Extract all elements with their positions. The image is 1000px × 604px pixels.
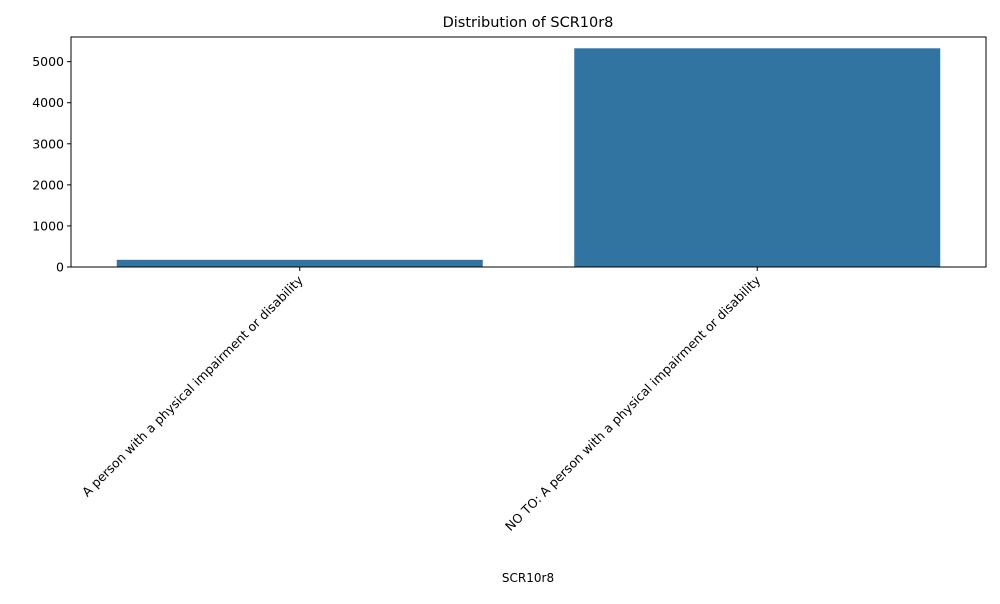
x-tick-label: NO TO: A person with a physical impairme… bbox=[502, 272, 764, 534]
y-tick-label: 3000 bbox=[32, 136, 64, 151]
bar bbox=[116, 259, 483, 267]
y-tick-label: 5000 bbox=[32, 54, 64, 69]
x-tick-label: A person with a physical impairment or d… bbox=[79, 272, 306, 499]
x-axis-label: SCR10r8 bbox=[502, 571, 554, 585]
bar bbox=[574, 48, 941, 267]
y-tick-label: 4000 bbox=[32, 95, 64, 110]
y-tick-label: 2000 bbox=[32, 177, 64, 192]
chart-title: Distribution of SCR10r8 bbox=[443, 15, 614, 31]
bars-group bbox=[116, 48, 941, 267]
x-axis: A person with a physical impairment or d… bbox=[79, 267, 764, 534]
y-tick-label: 1000 bbox=[32, 218, 64, 233]
y-tick-label: 0 bbox=[56, 260, 64, 275]
plot-frame bbox=[70, 36, 987, 268]
y-axis: 0 1000 2000 3000 4000 5000 bbox=[32, 54, 71, 275]
